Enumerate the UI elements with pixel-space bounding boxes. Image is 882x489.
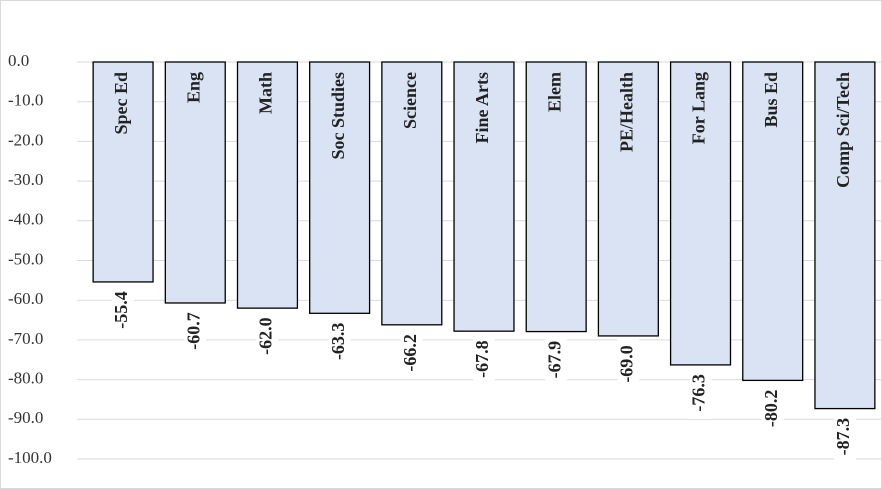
value-label: -60.7: [183, 312, 203, 350]
y-tick-label: -50.0: [8, 249, 43, 268]
bar: [597, 61, 659, 337]
value-label: -76.3: [689, 374, 709, 412]
y-tick-label: -20.0: [8, 130, 43, 149]
bar: [525, 61, 587, 333]
value-label-bg: [545, 333, 568, 386]
value-label-bg: [112, 283, 135, 336]
category-label: Science: [400, 72, 420, 129]
value-label-bg: [256, 310, 279, 363]
category-label: Elem: [544, 72, 564, 112]
y-tick-label: -60.0: [8, 289, 43, 308]
y-tick-label: -80.0: [8, 369, 43, 388]
bar: [236, 61, 299, 309]
bar: [92, 61, 154, 283]
bar: [309, 61, 371, 314]
value-label: -55.4: [111, 291, 131, 329]
value-label: -80.2: [761, 390, 781, 428]
value-label: -67.8: [472, 340, 492, 378]
value-label-bg: [473, 333, 495, 386]
y-tick-label: 0.0: [8, 51, 29, 70]
value-label-bg: [184, 304, 207, 357]
value-label: -69.0: [616, 345, 636, 383]
y-tick-label: -40.0: [8, 210, 43, 229]
y-tick-label: -100.0: [8, 448, 52, 467]
value-label-bg: [400, 326, 423, 379]
category-label: Comp Sci/Tech: [833, 72, 853, 188]
category-label: Spec Ed: [111, 72, 131, 135]
category-label: Fine Arts: [472, 72, 492, 144]
bar: [814, 61, 876, 410]
bar: [742, 61, 804, 382]
value-label-bg: [833, 410, 856, 463]
category-label: Soc Studies: [328, 72, 348, 160]
bar: [669, 61, 732, 366]
bar: [453, 61, 515, 332]
value-label: -67.9: [544, 341, 564, 379]
value-label-bg: [328, 315, 351, 368]
value-label: -63.3: [328, 323, 348, 361]
y-tick-label: -90.0: [8, 408, 43, 427]
y-tick-label: -70.0: [8, 329, 43, 348]
bar: [164, 61, 226, 304]
category-label: Eng: [183, 72, 203, 103]
y-tick-label: -30.0: [8, 170, 43, 189]
value-label: -66.2: [400, 334, 420, 372]
category-label: PE/Health: [616, 72, 636, 152]
value-label-bg: [689, 366, 712, 419]
category-label: Math: [256, 72, 276, 114]
y-tick-label: -10.0: [8, 91, 43, 110]
value-label: -62.0: [256, 317, 276, 355]
value-label-bg: [761, 382, 784, 435]
category-label: For Lang: [689, 72, 709, 144]
value-label: -87.3: [833, 418, 853, 456]
value-label-bg: [617, 337, 640, 390]
category-label: Bus Ed: [761, 72, 781, 128]
bar: [381, 61, 443, 326]
